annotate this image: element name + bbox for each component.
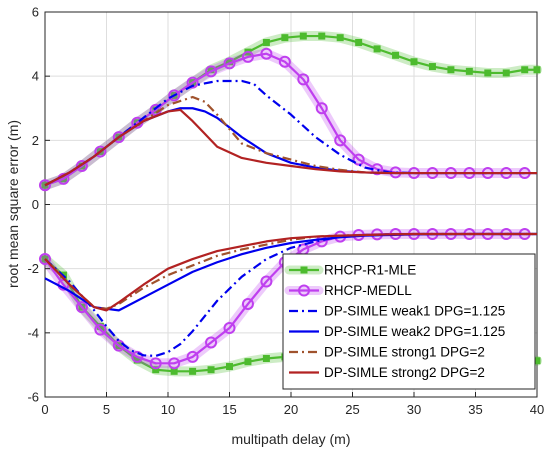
data-point	[298, 284, 310, 297]
legend-item: RHCP-R1-MLE	[284, 263, 416, 278]
data-point	[297, 73, 310, 86]
data-point	[355, 38, 363, 46]
legend-item: DP-SIMLE weak1 DPG=1.125	[289, 304, 505, 319]
x-tick-label: 20	[284, 402, 298, 417]
x-tick-label: 5	[103, 402, 110, 417]
data-point	[149, 357, 162, 370]
legend-item: RHCP-MEDLL	[284, 283, 412, 298]
x-tick-label: 15	[222, 402, 236, 417]
legend: RHCP-R1-MLE RHCP-MEDLL DP-SIMLE weak1 DPG=…	[282, 253, 536, 390]
legend-item: DP-SIMLE strong2 DPG=2	[289, 365, 485, 380]
y-tick-label: 2	[32, 133, 39, 148]
legend-item: DP-SIMLE strong1 DPG=2	[289, 345, 485, 360]
y-axis-label: root mean square error (m)	[5, 120, 21, 288]
data-point	[281, 34, 289, 42]
legend-label: RHCP-R1-MLE	[324, 263, 416, 278]
series-6	[44, 108, 537, 312]
data-point	[168, 89, 181, 102]
x-axis-label: multipath delay (m)	[231, 431, 350, 447]
y-tick-label: 0	[32, 197, 39, 212]
legend-item: DP-SIMLE weak2 DPG=1.125	[289, 324, 505, 339]
data-point	[315, 102, 328, 115]
series-3-lower-line	[44, 232, 537, 358]
data-point	[521, 66, 529, 74]
data-point	[186, 350, 199, 363]
y-tick-label: -2	[27, 261, 39, 276]
data-point	[205, 65, 218, 78]
x-tick-label: 35	[468, 402, 482, 417]
data-point	[226, 363, 233, 371]
series-layer	[39, 31, 542, 377]
y-tick-label: 6	[32, 5, 39, 20]
data-point	[428, 63, 436, 71]
data-point	[484, 69, 492, 77]
data-point	[300, 266, 308, 274]
data-point	[112, 131, 125, 144]
data-point	[75, 160, 88, 172]
legend-label: DP-SIMLE strong2 DPG=2	[324, 365, 485, 380]
data-point	[168, 357, 181, 370]
x-tick-label: 0	[41, 402, 48, 417]
x-tick-label: 10	[161, 402, 175, 417]
data-point	[447, 66, 455, 74]
data-point	[262, 38, 270, 46]
data-point	[278, 55, 291, 68]
y-tick-label: -4	[27, 325, 39, 340]
series-5-lower-line	[44, 232, 537, 310]
data-point	[241, 297, 254, 310]
data-point	[262, 355, 270, 362]
y-tick-label: -6	[27, 390, 39, 405]
data-point	[131, 350, 144, 363]
x-tick-label: 40	[530, 402, 544, 417]
data-point	[318, 32, 326, 40]
data-point	[502, 69, 510, 77]
data-point	[223, 322, 236, 335]
data-point	[75, 301, 88, 314]
data-point	[186, 76, 199, 89]
data-point	[244, 358, 252, 366]
legend-label: DP-SIMLE weak2 DPG=1.125	[324, 324, 505, 339]
data-point	[260, 275, 273, 288]
x-tick-label: 25	[345, 402, 359, 417]
data-point	[334, 134, 347, 147]
data-point	[39, 179, 51, 192]
axes: 0 5 10 15 20 25 30 35 40 -6 -4 -2 0 2 4 6	[27, 5, 544, 418]
data-point	[465, 67, 473, 75]
data-point	[152, 366, 160, 374]
data-point	[207, 366, 215, 374]
data-point	[533, 66, 541, 74]
data-point	[94, 145, 107, 158]
x-tick-label: 30	[407, 402, 421, 417]
data-point	[299, 32, 307, 40]
data-point	[410, 58, 418, 66]
data-point	[39, 253, 51, 266]
data-point	[373, 45, 381, 53]
data-point	[336, 34, 344, 42]
data-point	[392, 51, 400, 59]
series-6-upper-line	[44, 108, 537, 187]
data-point	[94, 323, 107, 336]
legend-label: RHCP-MEDLL	[324, 283, 412, 298]
data-point	[223, 57, 236, 70]
y-tick-label: 4	[32, 69, 39, 84]
legend-label: DP-SIMLE strong1 DPG=2	[324, 345, 485, 360]
legend-label: DP-SIMLE weak1 DPG=1.125	[324, 304, 505, 319]
data-point	[241, 50, 254, 63]
data-point	[205, 336, 218, 349]
data-point	[352, 153, 365, 166]
data-point	[189, 367, 197, 375]
legend-box	[282, 253, 536, 390]
series-6-lower-line	[44, 232, 537, 312]
data-point	[260, 47, 273, 60]
